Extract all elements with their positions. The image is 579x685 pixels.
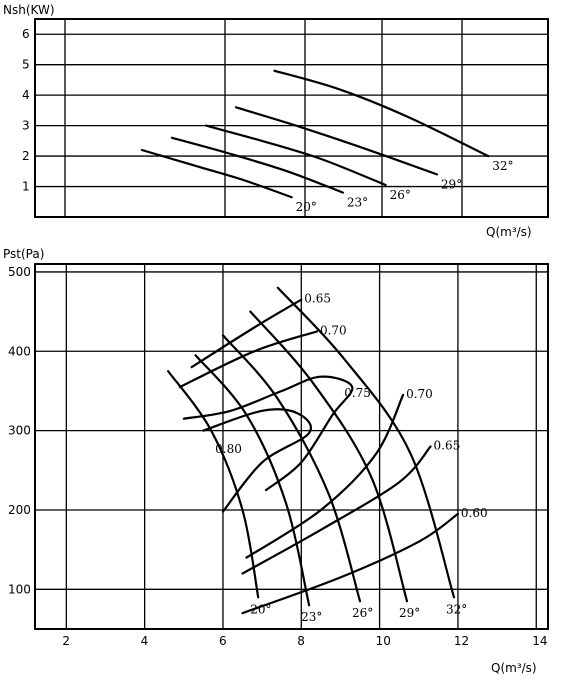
power-curve: [140, 148, 293, 199]
power-y-tick-label: 4: [22, 88, 30, 102]
power-curve-label: 32°: [492, 159, 513, 173]
efficiency-curve: [241, 512, 459, 615]
power-curve-label: 20°: [296, 200, 317, 214]
blade-angle-curve: [221, 334, 362, 603]
pressure-chart-ticks: 2 4 6 8 10 12 14 100 200 300 400 500: [8, 265, 548, 648]
efficiency-label: 0.70: [406, 387, 433, 401]
power-y-tick-label: 2: [22, 149, 30, 163]
pressure-x-tick-label: 8: [297, 634, 305, 648]
pressure-x-tick-label: 12: [454, 634, 469, 648]
efficiency-label: 0.65: [304, 292, 331, 306]
blade-angle-curve: [249, 310, 409, 603]
pressure-chart-frame: [34, 263, 549, 630]
power-chart-curves: [140, 69, 490, 199]
blade-angle-label: 20°: [250, 602, 271, 616]
pressure-x-tick-label: 4: [141, 634, 149, 648]
power-curve: [170, 136, 344, 194]
power-chart-y-ticks: 1 2 3 4 5 6: [22, 27, 30, 193]
efficiency-label: 0.75: [344, 386, 371, 400]
blade-angle-curve: [276, 286, 456, 599]
efficiency-curve: [245, 393, 405, 559]
blade-angle-label: 26°: [352, 606, 373, 620]
efficiency-curve: [178, 330, 319, 389]
power-curve-label: 23°: [347, 196, 368, 210]
pressure-y-tick-label: 300: [8, 424, 31, 438]
pressure-chart-blade-curves: [167, 286, 456, 607]
power-chart-curve-labels: 20° 23° 26° 29° 32°: [296, 159, 514, 214]
pressure-chart-y-axis-label: Pst(Pa): [3, 247, 44, 261]
pressure-chart: 2 4 6 8 10 12 14 100 200 300 400 500 20° 23° 26° 29° 32…: [3, 247, 549, 675]
efficiency-curve: [182, 375, 354, 492]
power-y-tick-label: 1: [22, 180, 30, 194]
power-chart-x-axis-label: Q(m³/s): [486, 225, 532, 239]
blade-angle-curve: [194, 354, 311, 607]
power-curve: [205, 124, 387, 187]
power-chart-grid: [35, 19, 548, 217]
power-y-tick-label: 6: [22, 27, 30, 41]
pressure-x-tick-label: 2: [62, 634, 70, 648]
pressure-x-tick-label: 6: [219, 634, 227, 648]
pressure-y-tick-label: 100: [8, 582, 31, 596]
efficiency-label: 0.70: [320, 323, 347, 337]
blade-angle-label: 32°: [446, 602, 467, 616]
pressure-chart-curve-labels: 20° 23° 26° 29° 32° 0.65 0.70 0.75 0.80 0.70 0.65 0…: [215, 292, 488, 624]
pressure-x-tick-label: 10: [376, 634, 391, 648]
pressure-y-tick-label: 200: [8, 503, 31, 517]
efficiency-label: 0.80: [215, 442, 242, 456]
efficiency-curve: [241, 445, 432, 575]
blade-angle-label: 29°: [399, 606, 420, 620]
power-curve: [273, 69, 490, 158]
efficiency-curve: [202, 408, 312, 513]
pressure-chart-x-axis-label: Q(m³/s): [491, 661, 537, 675]
power-chart-y-axis-label: Nsh(KW): [3, 3, 55, 17]
pressure-chart-efficiency-curves: [178, 298, 459, 615]
blade-angle-curve: [167, 370, 260, 599]
pressure-chart-grid: [35, 264, 548, 629]
efficiency-label: 0.65: [434, 439, 461, 453]
pressure-x-tick-label: 14: [532, 634, 547, 648]
power-curve-label: 26°: [390, 188, 411, 202]
power-chart: 1 2 3 4 5 6 20° 23° 26° 29° 32° Nsh(KW) Q(m³/s): [3, 3, 549, 239]
power-curve-label: 29°: [441, 177, 462, 191]
power-y-tick-label: 5: [22, 58, 30, 72]
blade-angle-label: 23°: [301, 610, 322, 624]
power-y-tick-label: 3: [22, 119, 30, 133]
efficiency-curve: [190, 298, 303, 369]
power-chart-frame: [34, 18, 549, 218]
pressure-y-tick-label: 400: [8, 344, 31, 358]
power-curve: [234, 106, 438, 176]
efficiency-label: 0.60: [461, 506, 488, 520]
pressure-y-tick-label: 500: [8, 265, 31, 279]
